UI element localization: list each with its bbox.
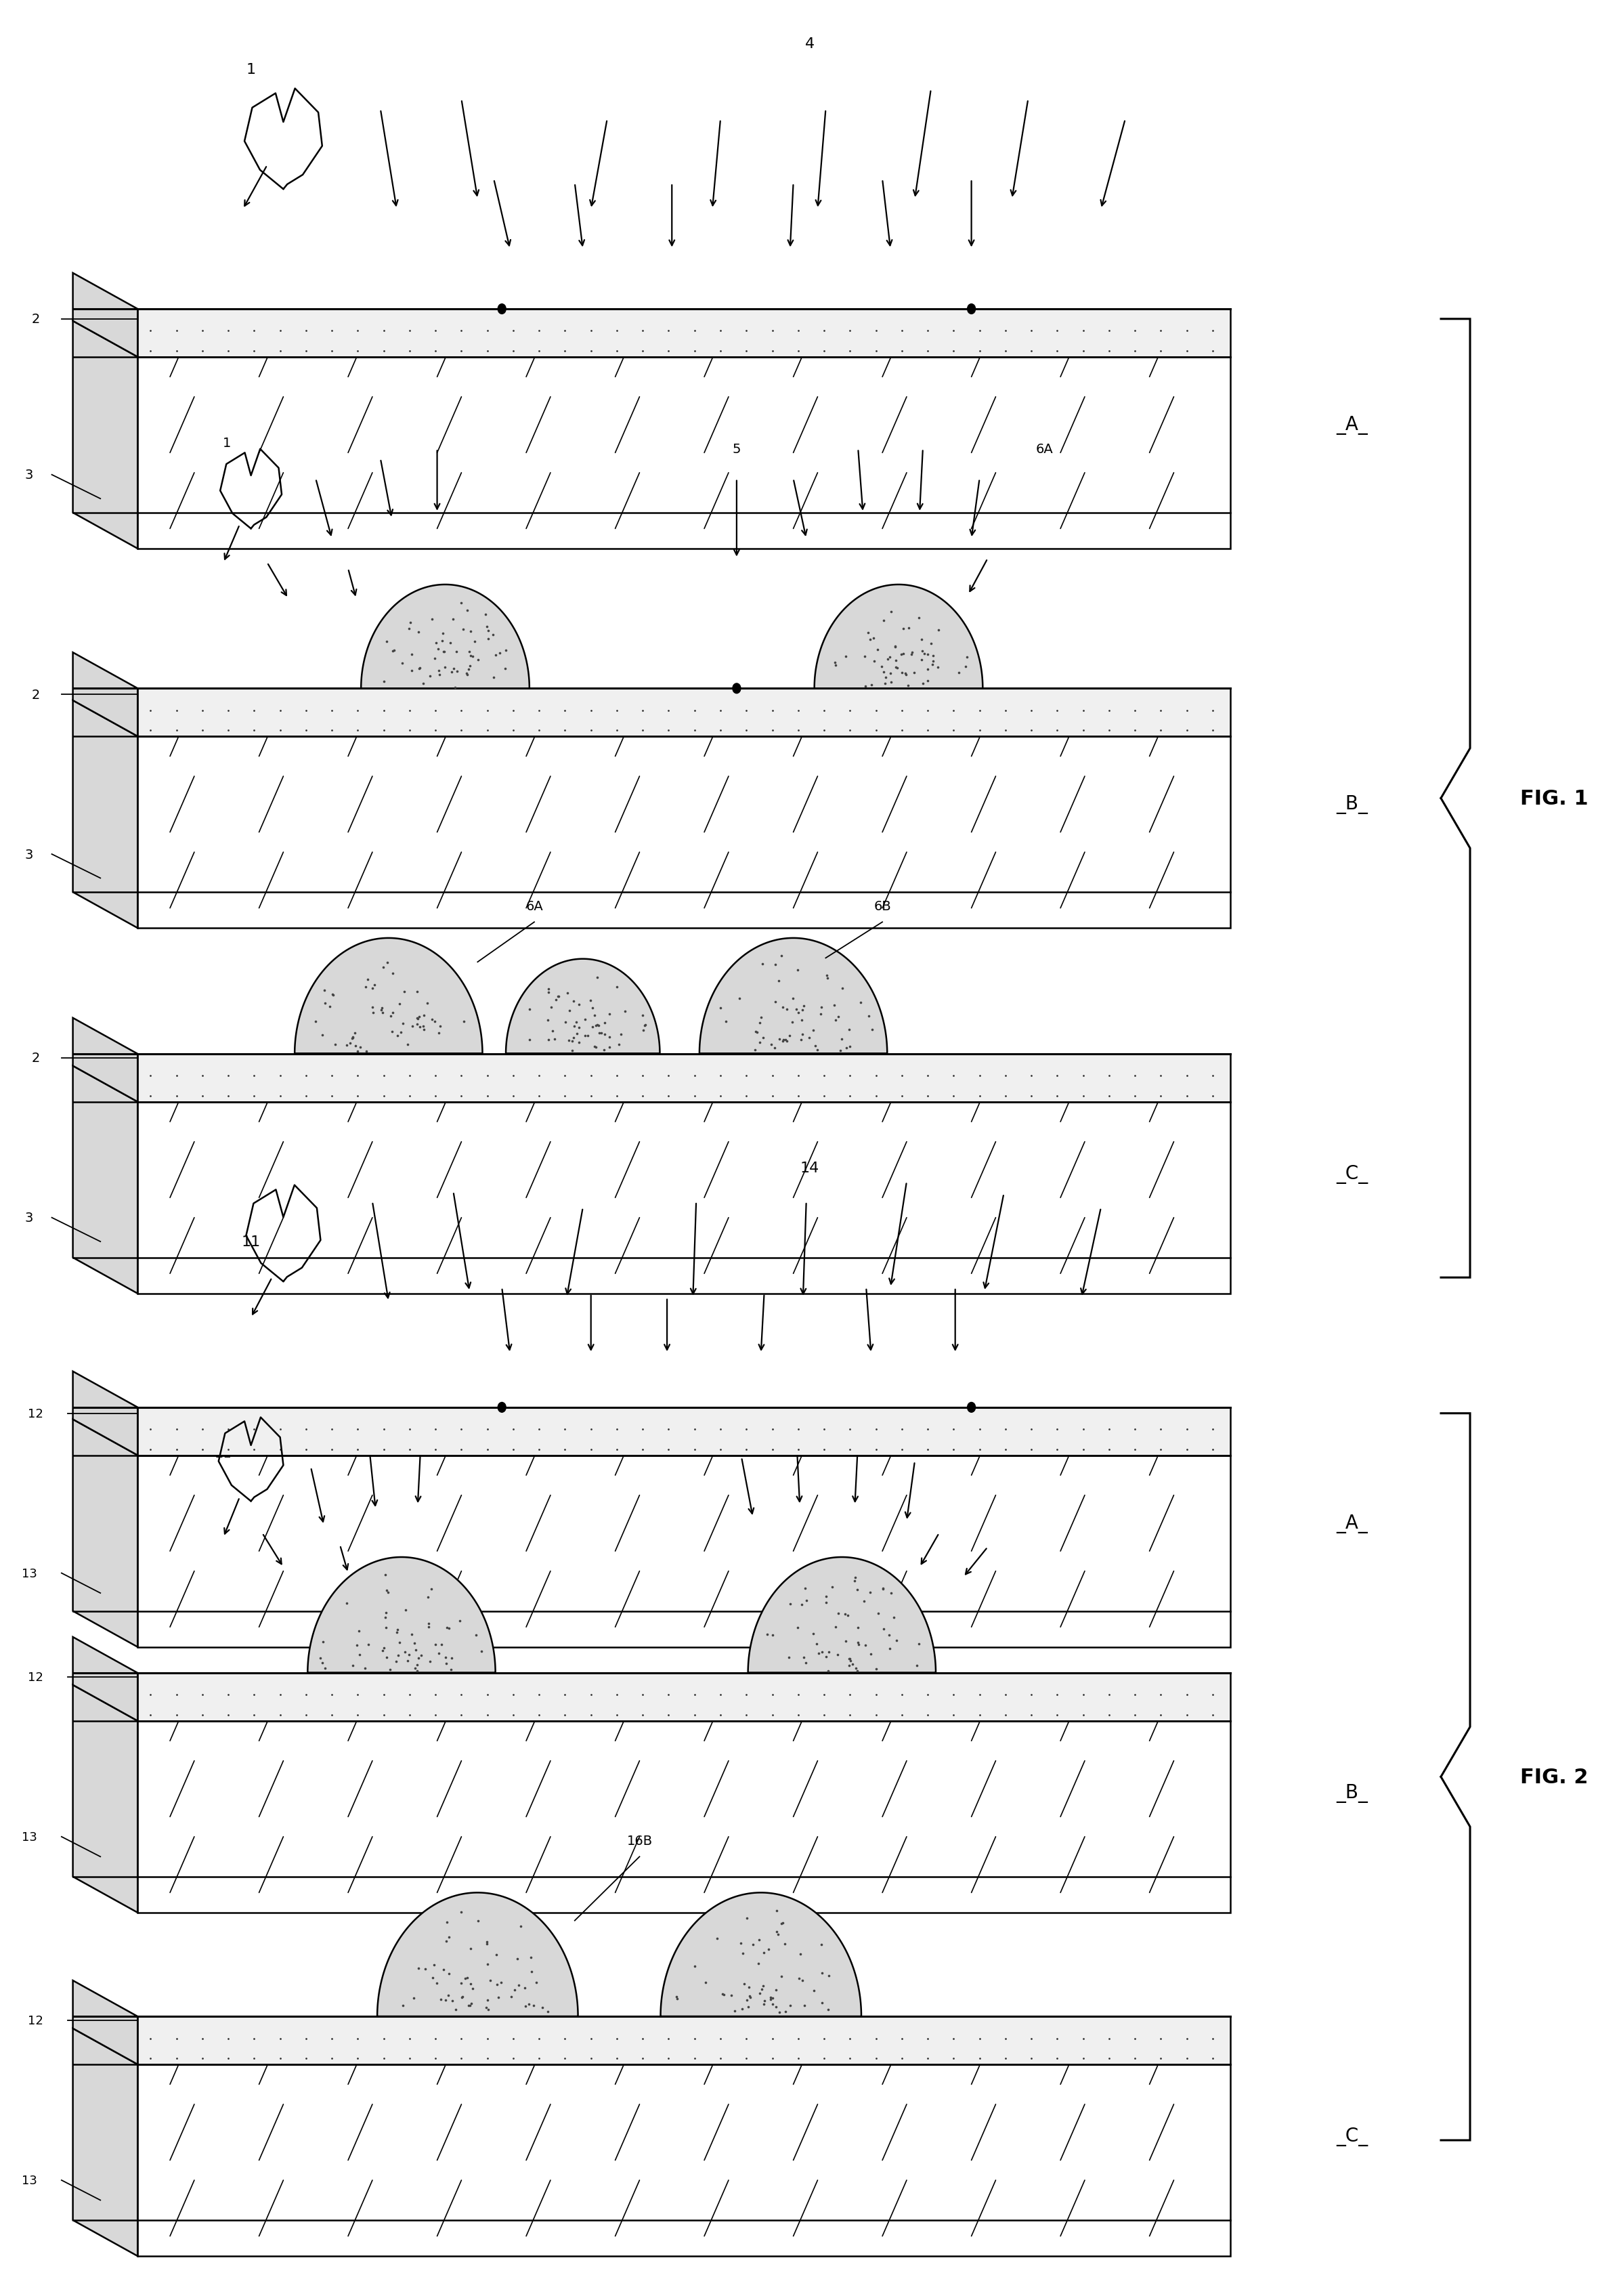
Polygon shape [73,2027,138,2257]
Text: 12: 12 [28,1407,44,1419]
Polygon shape [505,960,661,1054]
Polygon shape [73,652,138,737]
Polygon shape [377,1892,578,2016]
Bar [138,2016,1230,2064]
Text: 6A: 6A [526,900,542,914]
Text: 2: 2 [31,689,40,700]
Circle shape [732,684,740,693]
Polygon shape [73,321,138,549]
Polygon shape [73,1419,138,1646]
Circle shape [499,305,505,315]
Polygon shape [699,939,887,1054]
Polygon shape [73,1371,138,1456]
Text: 6B: 6B [874,900,890,914]
Bar [138,2064,1230,2257]
Polygon shape [73,1981,138,2064]
Text: _C_: _C_ [1336,2126,1368,2147]
Text: 1: 1 [222,436,232,450]
Text: 1: 1 [246,62,256,76]
Text: 2: 2 [31,1052,40,1065]
Text: 13: 13 [21,2174,37,2186]
Polygon shape [73,1685,138,1913]
Bar [138,737,1230,928]
Polygon shape [73,1065,138,1293]
Circle shape [967,305,975,315]
Bar [138,358,1230,549]
Bar [138,1674,1230,1722]
Text: FIG. 2: FIG. 2 [1520,1768,1588,1786]
Text: 11: 11 [241,1235,261,1249]
Bar [138,1054,1230,1102]
Text: 12: 12 [28,2014,44,2027]
Text: 21: 21 [215,1446,232,1460]
Text: 3: 3 [24,468,34,482]
Polygon shape [295,939,482,1054]
Text: _B_: _B_ [1336,794,1368,815]
Circle shape [499,1403,505,1412]
Bar [138,310,1230,358]
Bar [138,689,1230,737]
Text: 5: 5 [732,443,742,455]
Text: 13: 13 [21,1830,37,1844]
Text: 12: 12 [28,1671,44,1683]
Bar [138,1722,1230,1913]
Text: 2: 2 [31,312,40,326]
Polygon shape [73,700,138,928]
Polygon shape [308,1557,495,1674]
Polygon shape [73,1637,138,1722]
Polygon shape [73,1017,138,1102]
Polygon shape [661,1892,861,2016]
Text: 16B: 16B [627,1835,652,1848]
Polygon shape [814,585,983,689]
Text: _A_: _A_ [1336,416,1368,434]
Text: 4: 4 [805,37,814,51]
Text: _B_: _B_ [1336,1784,1368,1802]
Text: 13: 13 [21,1568,37,1580]
Bar [138,1102,1230,1293]
Bar [138,1407,1230,1456]
Text: _C_: _C_ [1336,1164,1368,1182]
Polygon shape [748,1557,936,1674]
Polygon shape [361,585,529,689]
Text: _A_: _A_ [1336,1513,1368,1534]
Text: 6A: 6A [1036,443,1052,455]
Text: 14: 14 [800,1162,819,1176]
Bar [138,1456,1230,1646]
Circle shape [967,1403,975,1412]
Text: 3: 3 [24,1212,34,1224]
Text: 3: 3 [24,847,34,861]
Text: 16A: 16A [994,1437,1020,1449]
Polygon shape [73,273,138,358]
Text: FIG. 1: FIG. 1 [1520,790,1588,808]
